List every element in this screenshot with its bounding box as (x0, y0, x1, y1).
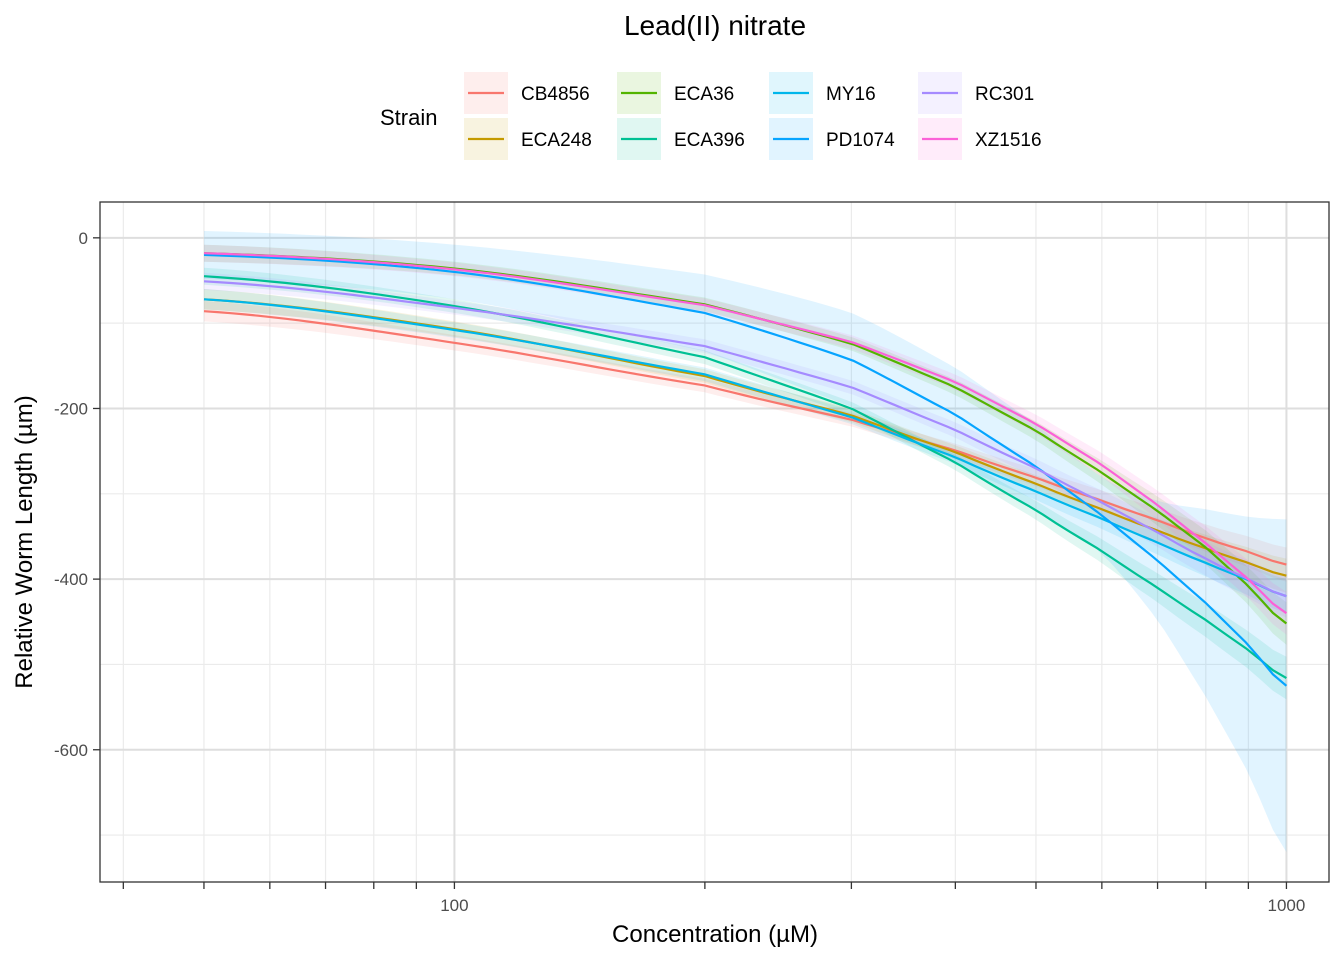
confidence-band-cb4856 (204, 301, 1287, 582)
legend-label-rc301: RC301 (975, 84, 1034, 105)
series-line-pd1074 (203, 253, 1288, 687)
confidence-band-pd1074 (204, 231, 1287, 853)
confidence-band-xz1516 (204, 244, 1287, 635)
series-line-cb4856 (203, 310, 1287, 566)
panel-border (99, 201, 1330, 883)
x-tick-label: 1000 (1268, 896, 1306, 915)
series-line-rc301 (203, 280, 1287, 598)
legend-label-pd1074: PD1074 (826, 130, 895, 151)
y-tick-label: -200 (54, 399, 88, 418)
y-tick-label: -600 (54, 741, 88, 760)
plot-panel (99, 201, 1330, 883)
legend-title: Strain (380, 105, 437, 130)
legend: Strain CB4856 ECA248 ECA36 ECA396 MY16 PD1074… (380, 72, 1042, 160)
y-tick-label: -400 (54, 570, 88, 589)
chart-title: Lead(II) nitrate (624, 10, 806, 41)
series-line-my16 (203, 298, 1287, 598)
legend-label-eca248: ECA248 (521, 130, 592, 151)
x-axis-title: Concentration (µM) (612, 921, 818, 948)
y-axis-title: Relative Worm Length (µm) (11, 395, 38, 688)
series-line-eca396 (203, 275, 1287, 680)
legend-label-cb4856: CB4856 (521, 84, 590, 105)
legend-label-xz1516: XZ1516 (975, 130, 1042, 151)
legend-label-my16: MY16 (826, 84, 876, 105)
legend-label-eca396: ECA396 (674, 130, 745, 151)
legend-label-eca36: ECA36 (674, 84, 734, 105)
x-tick-label: 100 (440, 896, 468, 915)
series-line-xz1516 (203, 252, 1288, 615)
y-tick-label: 0 (79, 229, 88, 248)
